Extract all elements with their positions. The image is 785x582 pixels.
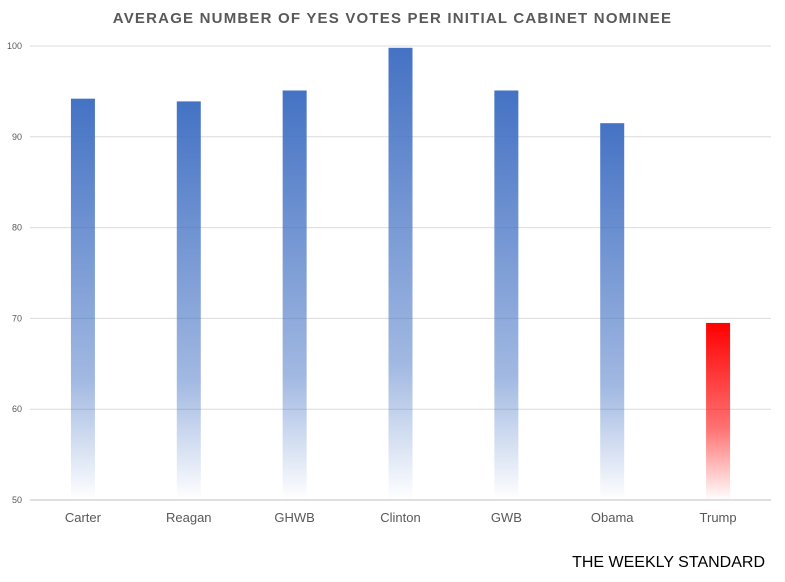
y-tick-label: 60 bbox=[12, 404, 22, 414]
y-tick-label: 80 bbox=[12, 223, 22, 233]
bar-trump bbox=[706, 322, 731, 500]
bar-gwb bbox=[494, 90, 519, 500]
x-tick-label: Clinton bbox=[380, 510, 420, 525]
bar-reagan bbox=[176, 101, 201, 500]
x-tick-label: GWB bbox=[491, 510, 522, 525]
bar-ghwb bbox=[282, 90, 307, 500]
bar-clinton bbox=[388, 47, 413, 500]
x-tick-label: Carter bbox=[65, 510, 102, 525]
chart-title: AVERAGE NUMBER OF YES VOTES PER INITIAL … bbox=[112, 10, 673, 27]
y-tick-label: 100 bbox=[7, 41, 22, 51]
bar-carter bbox=[70, 98, 95, 500]
x-tick-label: Trump bbox=[700, 510, 737, 525]
y-tick-label: 70 bbox=[12, 313, 22, 323]
y-tick-label: 90 bbox=[12, 132, 22, 142]
x-tick-label: GHWB bbox=[274, 510, 314, 525]
x-axis: Carter Reagan GHWB Clinton GWB Obama Trump bbox=[65, 510, 737, 525]
x-tick-label: Reagan bbox=[166, 510, 212, 525]
x-tick-label: Obama bbox=[591, 510, 634, 525]
source-label: THE WEEKLY STANDARD bbox=[572, 554, 765, 571]
y-tick-label: 50 bbox=[12, 495, 22, 505]
bar-obama bbox=[600, 123, 625, 501]
bars bbox=[70, 47, 731, 501]
y-axis: 50 60 70 80 90 100 bbox=[7, 41, 22, 505]
